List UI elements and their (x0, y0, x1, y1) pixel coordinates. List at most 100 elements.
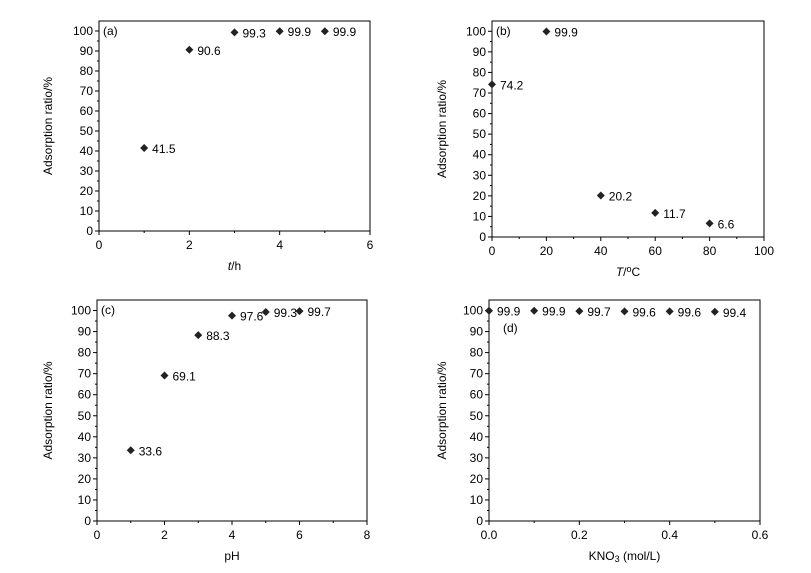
plot-frame (491, 20, 765, 238)
x-tick-label: 0 (94, 528, 101, 542)
data-point (230, 28, 239, 37)
data-point (275, 27, 284, 36)
data-label: 33.6 (139, 444, 163, 458)
data-point (488, 80, 496, 89)
data-point (596, 191, 605, 200)
x-axis-label: T/oC (616, 264, 641, 279)
x-tick-label: 0.0 (481, 528, 498, 542)
y-axis-label: Adsorption ratio/% (435, 361, 449, 459)
y-tick-label: 30 (470, 451, 484, 465)
x-tick-label: 100 (754, 244, 774, 258)
y-tick-label: 0 (84, 514, 91, 528)
data-point (140, 144, 149, 152)
y-tick-label: 70 (470, 367, 484, 381)
y-tick-label: 80 (470, 346, 484, 360)
plot-frame (96, 299, 368, 522)
y-tick-label: 70 (473, 86, 487, 100)
y-tick-label: 80 (78, 346, 92, 360)
panel-label: (b) (496, 24, 511, 38)
data-label: 99.4 (723, 306, 747, 320)
y-tick-label: 60 (473, 107, 487, 121)
y-tick-label: 90 (80, 44, 94, 58)
x-tick-label: 8 (364, 528, 371, 542)
data-point (530, 306, 539, 315)
data-label: 11.7 (663, 207, 686, 221)
x-tick-label: 40 (594, 244, 608, 258)
data-point (126, 446, 135, 455)
y-tick-label: 40 (78, 430, 92, 444)
y-tick-label: 50 (470, 409, 484, 423)
data-label: 97.6 (240, 310, 264, 324)
y-axis-label: Adsorption ratio/% (41, 361, 55, 459)
data-point (651, 208, 660, 217)
x-tick-label: 6 (367, 238, 374, 252)
y-tick-label: 10 (473, 209, 487, 223)
data-label: 69.1 (173, 370, 197, 384)
y-tick-label: 70 (78, 367, 92, 381)
data-point (705, 219, 714, 228)
x-tick-label: 0 (489, 244, 496, 258)
y-tick-label: 60 (470, 388, 484, 402)
data-point (228, 311, 236, 320)
y-tick-label: 50 (473, 127, 487, 141)
data-point (620, 307, 629, 316)
panel-label: (a) (103, 24, 118, 38)
chart-panel-4: (d) 0 10 20 30 40 50 60 70 80 90 100 0.0 0.2 0.4 0.6 Ads… (435, 299, 769, 564)
data-point (185, 45, 194, 54)
y-tick-label: 0 (86, 224, 93, 238)
chart-panel-2: (b) 0 10 20 30 40 50 60 70 80 90 100 0 20 40 60 80 100 Ads… (435, 20, 774, 279)
y-tick-label: 80 (80, 64, 94, 78)
plot-frame (488, 299, 761, 522)
y-tick-label: 20 (78, 472, 92, 486)
x-tick-label: 60 (649, 244, 663, 258)
data-point (665, 307, 674, 316)
x-axis-label: t/h (228, 259, 241, 273)
data-label: 99.9 (288, 25, 312, 39)
y-tick-label: 10 (78, 493, 92, 507)
chart-panel-3: (c) 0 10 20 30 40 50 60 70 80 90 100 0 2 4 6 8 Adsorption… (41, 299, 371, 563)
data-point (575, 307, 584, 316)
x-tick-label: 0.2 (571, 528, 588, 542)
y-tick-label: 50 (80, 124, 94, 138)
y-tick-label: 40 (473, 148, 487, 162)
data-point (295, 307, 304, 316)
data-point (261, 307, 270, 316)
data-label: 99.9 (333, 25, 357, 39)
y-tick-label: 30 (80, 164, 94, 178)
y-tick-label: 60 (80, 104, 94, 118)
chart-panel-1: (a) 0 10 20 30 40 50 60 70 80 90 100 0 2 4 6 Adsorption … (41, 20, 374, 273)
data-label: 74.2 (500, 78, 524, 92)
x-axis-label: pH (224, 549, 239, 563)
x-tick-label: 4 (229, 528, 236, 542)
x-tick-label: 0 (96, 238, 103, 252)
data-point (194, 331, 203, 340)
data-point (485, 306, 493, 315)
data-label: 99.6 (633, 305, 657, 319)
data-label: 99.9 (497, 305, 521, 319)
data-label: 88.3 (206, 329, 230, 343)
data-label: 99.6 (678, 305, 702, 319)
x-tick-label: 4 (276, 238, 283, 252)
panel-label: (c) (101, 303, 115, 317)
y-tick-label: 20 (473, 189, 487, 203)
x-tick-label: 80 (703, 244, 717, 258)
y-tick-label: 30 (473, 168, 487, 182)
y-axis-label: Adsorption ratio/% (435, 80, 449, 178)
x-tick-label: 20 (540, 244, 554, 258)
data-label: 99.7 (308, 305, 332, 319)
data-point (160, 371, 169, 380)
y-tick-label: 30 (78, 451, 92, 465)
data-label: 99.3 (274, 306, 298, 320)
data-label: 20.2 (609, 189, 633, 203)
data-point (542, 27, 551, 36)
y-tick-label: 100 (73, 24, 93, 38)
data-label: 90.6 (197, 44, 221, 58)
data-label: 99.7 (587, 305, 611, 319)
plot-frame (98, 20, 371, 232)
y-tick-label: 20 (470, 472, 484, 486)
y-tick-label: 100 (466, 24, 486, 38)
y-tick-label: 90 (473, 45, 487, 59)
x-axis-label: KNO3 (mol/L) (589, 549, 661, 564)
y-tick-label: 40 (80, 144, 94, 158)
